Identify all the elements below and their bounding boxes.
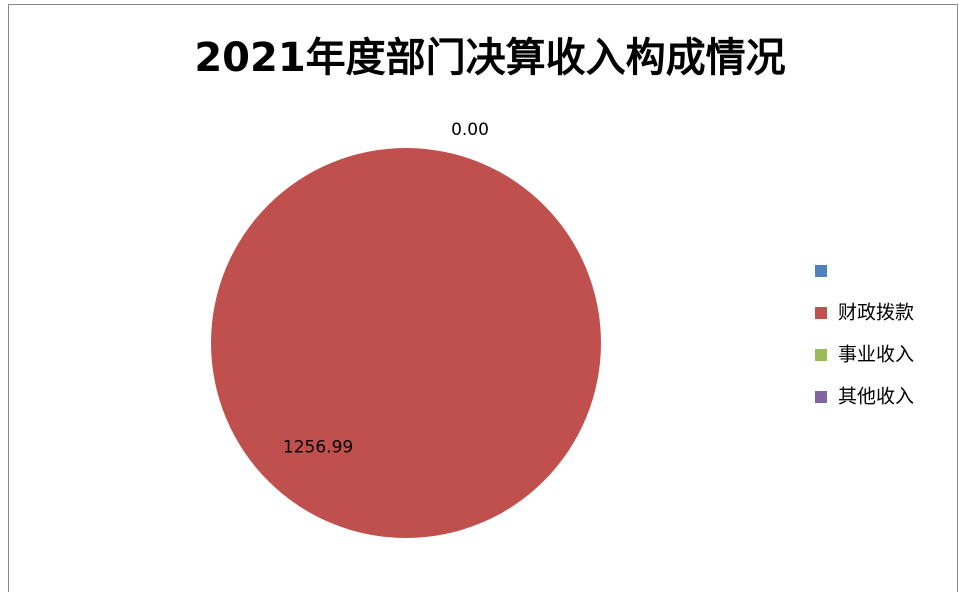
legend-swatch [815, 265, 827, 277]
legend-label: 事业收入 [838, 344, 914, 366]
pie-slice [211, 148, 601, 538]
data-label: 1256.99 [283, 437, 353, 457]
legend-label: 其他收入 [838, 386, 914, 408]
legend-swatch [815, 307, 827, 319]
legend-swatch [815, 391, 827, 403]
legend-label: 财政拨款 [838, 302, 914, 324]
chart-title: 2021年度部门决算收入构成情况 [194, 35, 785, 81]
data-label: 0.00 [451, 120, 489, 140]
legend-swatch [815, 349, 827, 361]
